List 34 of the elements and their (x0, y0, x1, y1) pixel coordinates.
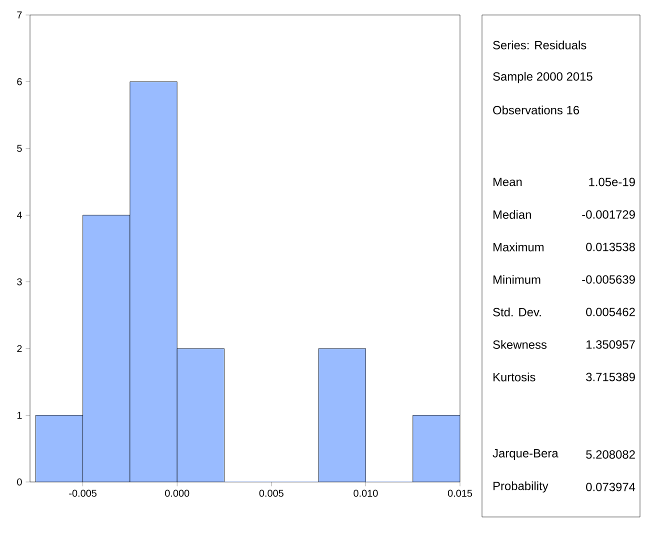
y-tick-label: 0 (17, 478, 22, 486)
y-tick-label: 2 (17, 345, 22, 352)
text: 1.350957 (586, 340, 635, 349)
text: Skewness (493, 340, 547, 349)
text: Minimum (494, 275, 540, 284)
text: Probability (494, 481, 548, 493)
text: Sample 2000 2015 (493, 72, 592, 84)
x-tick-label: 0.010 (354, 490, 378, 497)
y-tick-label: 4 (16, 212, 22, 219)
text: 5.208082 (586, 450, 635, 459)
y-tick-label: 7 (17, 12, 22, 18)
x-tick-label: 0.005 (259, 490, 284, 497)
text: 0.073974 (586, 482, 636, 492)
y-tick-label: 6 (17, 78, 22, 86)
y-tick-label: 5 (17, 144, 22, 152)
x-tick-label: 0.015 (448, 490, 472, 497)
text: Jarque-Bera (492, 449, 558, 460)
text: Std. Dev. (493, 308, 541, 316)
text: 0.005462 (586, 308, 635, 316)
text: Median (494, 210, 531, 219)
text: Mean (494, 178, 522, 186)
text: 1.05e-19 (589, 178, 635, 186)
y-tick-label: 1 (17, 412, 22, 419)
text: Maximum (494, 242, 544, 252)
text: -0.001729 (582, 210, 635, 219)
text: Kurtosis (494, 372, 536, 382)
text: 0.013538 (586, 242, 635, 252)
text: -0.005639 (582, 275, 635, 284)
x-tick-label: -0.005 (69, 490, 97, 497)
y-tick-label: 3 (17, 278, 22, 286)
text: Series: Residuals (493, 40, 586, 50)
text: Observations 16 (493, 106, 580, 114)
text: 3.715389 (586, 372, 635, 382)
x-tick-label: 0.000 (165, 490, 190, 497)
